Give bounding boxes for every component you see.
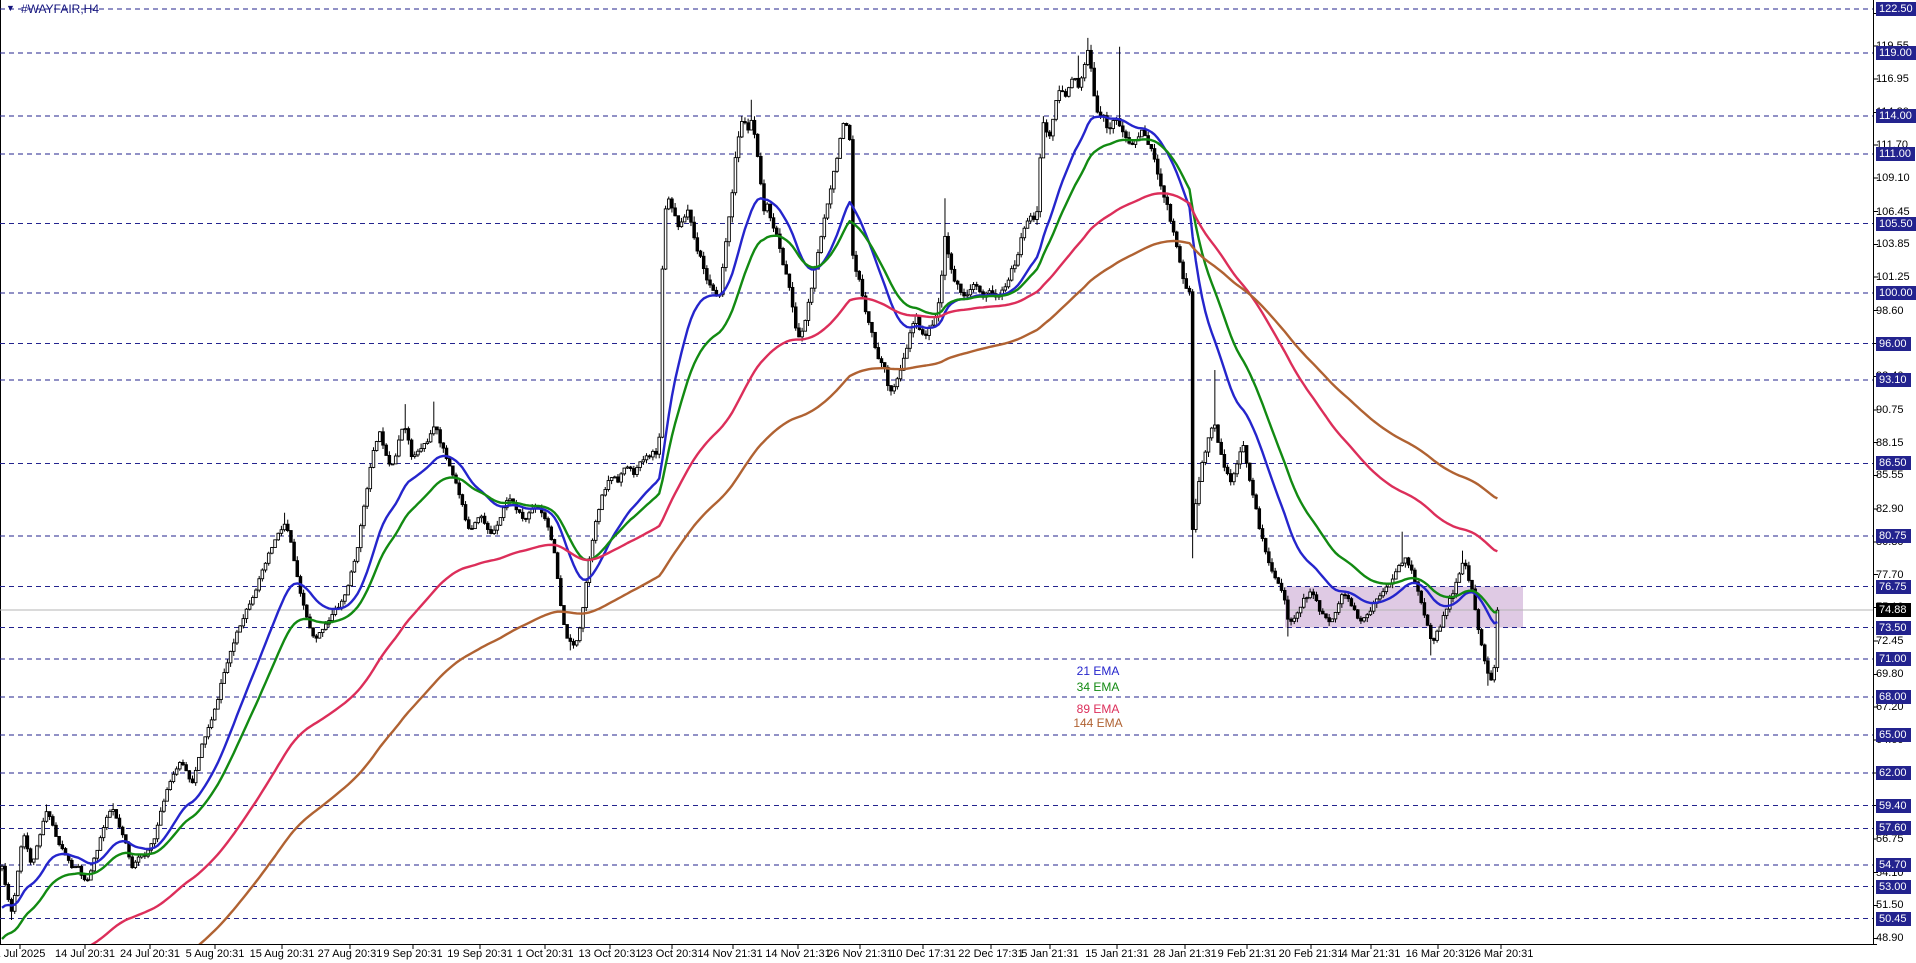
- ema-21-line: [1, 115, 1498, 909]
- level-lines[interactable]: [0, 8, 1873, 920]
- ema-34-line: [1, 138, 1498, 940]
- ema-lines: [1, 115, 1498, 944]
- ema-144-line: [198, 239, 1498, 944]
- symbol-dropdown-icon[interactable]: ▼: [6, 3, 15, 13]
- consolidation-zone-rectangle[interactable]: [1285, 586, 1523, 628]
- candles: [0, 37, 1500, 921]
- price-axis-ticks: [19, 12, 1878, 949]
- ema-89-line: [90, 192, 1498, 944]
